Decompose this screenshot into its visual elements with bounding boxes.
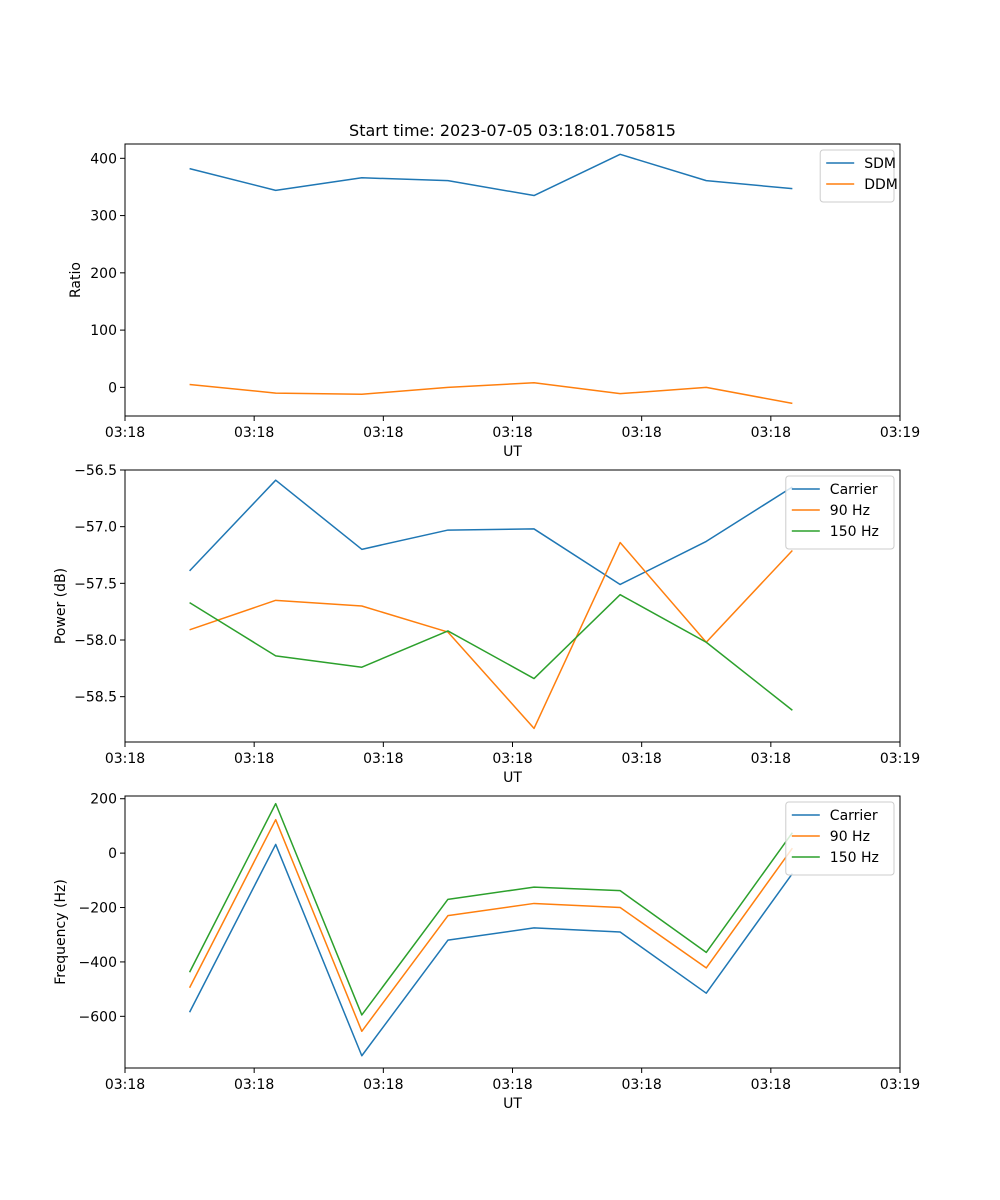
series-line-90-hz	[188, 818, 793, 1033]
legend-label: DDM	[864, 177, 898, 193]
x-tick-label: 03:18	[751, 1077, 791, 1093]
y-tick-label: −57.0	[74, 520, 117, 536]
x-tick-label: 03:18	[105, 1077, 145, 1093]
x-tick-label: 03:18	[621, 751, 661, 767]
x-tick-label: 03:19	[880, 1077, 920, 1093]
series-line-sdm	[189, 153, 793, 197]
x-tick-label: 03:18	[363, 751, 403, 767]
series-line-150-hz	[189, 593, 793, 711]
y-axis-label: Power (dB)	[53, 568, 69, 644]
y-tick-label: 400	[90, 151, 117, 167]
x-tick-label: 03:18	[751, 425, 791, 441]
y-tick-label: −58.5	[74, 690, 117, 706]
legend-label: 150 Hz	[830, 524, 879, 540]
x-tick-label: 03:18	[621, 1077, 661, 1093]
x-tick-label: 03:18	[751, 751, 791, 767]
legend: Carrier 90 Hz 150 Hz	[785, 801, 895, 876]
series-line-carrier	[188, 843, 793, 1057]
x-axis-label: UT	[503, 444, 522, 460]
y-tick-label: 200	[90, 266, 117, 282]
series-line-90-hz	[189, 541, 793, 730]
x-tick-label: 03:18	[234, 425, 274, 441]
y-tick-label: −56.5	[74, 463, 117, 479]
y-tick-label: −400	[79, 955, 117, 971]
x-tick-label: 03:19	[880, 751, 920, 767]
legend-label: 90 Hz	[830, 503, 870, 519]
x-tick-label: 03:18	[363, 425, 403, 441]
x-tick-label: 03:18	[105, 425, 145, 441]
x-tick-label: 03:18	[492, 1077, 532, 1093]
y-tick-label: −57.5	[74, 576, 117, 592]
legend: SDM DDM	[819, 149, 898, 203]
chart-panel-3: 03:18 03:18 03:18 03:18 03:18 03:18 03:19 −600 −…	[53, 792, 920, 1112]
y-tick-label: 100	[90, 323, 117, 339]
series-line-150-hz	[188, 802, 793, 1016]
y-tick-label: 0	[108, 846, 117, 862]
axes-frame	[124, 795, 901, 1069]
chart-title: Start time: 2023-07-05 03:18:01.705815	[349, 121, 676, 140]
axes-frame	[124, 143, 901, 417]
y-tick-label: 0	[108, 380, 117, 396]
y-axis-label: Ratio	[68, 262, 84, 298]
x-axis-label: UT	[503, 770, 522, 786]
series-line-ddm	[189, 382, 793, 405]
chart-panel-2: 03:18 03:18 03:18 03:18 03:18 03:18 03:19 −58.5…	[53, 463, 920, 786]
legend-label: 150 Hz	[830, 850, 879, 866]
legend: Carrier 90 Hz 150 Hz	[785, 475, 895, 550]
x-tick-label: 03:18	[234, 751, 274, 767]
x-tick-label: 03:18	[621, 425, 661, 441]
legend-label: SDM	[864, 156, 896, 172]
legend-label: Carrier	[830, 482, 878, 498]
series-line-carrier	[189, 479, 793, 586]
y-tick-label: 300	[90, 209, 117, 225]
x-tick-label: 03:18	[363, 1077, 403, 1093]
x-tick-label: 03:18	[105, 751, 145, 767]
y-axis-label: Frequency (Hz)	[53, 879, 69, 985]
x-tick-label: 03:18	[492, 751, 532, 767]
chart-panel-1: 03:18 03:18 03:18 03:18 03:18 03:18 03:19 0 100 2…	[68, 143, 920, 460]
x-tick-label: 03:18	[234, 1077, 274, 1093]
x-tick-label: 03:19	[880, 425, 920, 441]
y-tick-label: 200	[90, 792, 117, 808]
x-axis-label: UT	[503, 1096, 522, 1112]
x-tick-label: 03:18	[492, 425, 532, 441]
legend-label: 90 Hz	[830, 829, 870, 845]
legend-label: Carrier	[830, 808, 878, 824]
y-tick-label: −200	[79, 901, 117, 917]
y-tick-label: −600	[79, 1009, 117, 1025]
y-tick-label: −58.0	[74, 633, 117, 649]
axes-frame	[124, 469, 901, 743]
